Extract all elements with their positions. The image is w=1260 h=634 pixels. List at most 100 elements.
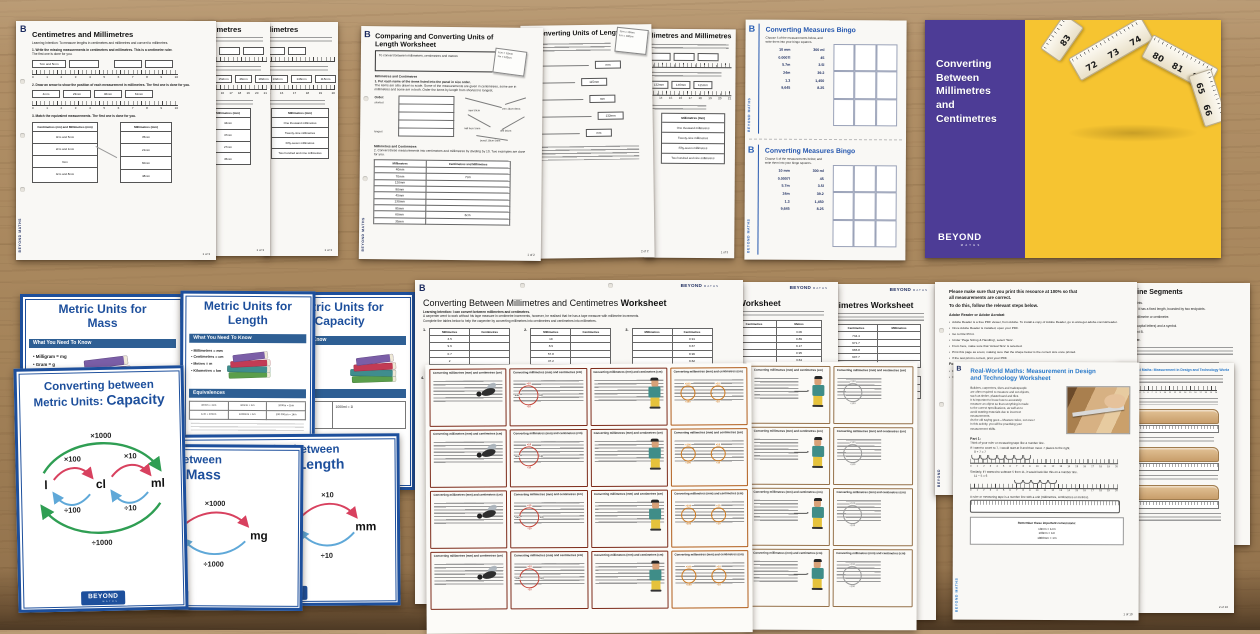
text-block <box>195 66 262 72</box>
ruler-number: 20 <box>331 90 335 95</box>
sticky-note: 1cm = 10mm 1m = 100cm <box>614 26 649 56</box>
number: 15 <box>1189 391 1192 394</box>
matching-table-header: Millimetres (mm) <box>662 114 725 124</box>
poster-bar: Equivalences <box>188 388 307 398</box>
svg-text:÷100: ÷100 <box>64 505 81 514</box>
matching-area: Centimetres (cm) and Millimetres (mm) 3c… <box>32 121 208 183</box>
page-title-fragment: s Worksheet <box>731 298 781 308</box>
card-title: Converting millimetres (mm) and centimet… <box>673 430 743 435</box>
item-drawings: saw 50cm pen 14cm 8mm nail 6cm 5mm drill… <box>462 96 528 143</box>
order-table <box>398 95 455 142</box>
bingo-measurement: 39.2 <box>816 191 824 196</box>
table-cell: 35mm <box>374 218 426 226</box>
svg-text:cl: cl <box>96 477 106 491</box>
challenge-card: Converting millimetres (mm) and centimet… <box>590 428 668 487</box>
fly-icon <box>477 564 502 581</box>
conversion-loop-icon: ×10 ÷10 mm cm <box>515 443 544 470</box>
svg-text:ml: ml <box>151 476 165 490</box>
bingo-grid-cell <box>833 98 855 127</box>
bingo-measurement: 9,645 <box>780 206 790 211</box>
bingo-measurement: 1,450 <box>815 78 825 83</box>
card-title: Converting millimetres (mm) and centimet… <box>593 430 663 435</box>
bingo-measurement: 24m <box>783 70 791 75</box>
conversion-loop-icon: ×10 ÷10 mm cm <box>514 382 543 409</box>
matching-table-row: 27mm <box>206 142 250 154</box>
card-title: Converting millimetres (mm) and centimet… <box>514 553 584 558</box>
double-conversion-loop-icon: ×100 ÷100 ×10 ÷10 <box>678 564 734 589</box>
table-cell <box>732 335 777 343</box>
ruler-number: 10 <box>174 75 178 80</box>
beyond-vertical-brand: BEYOND MATHS <box>17 217 22 252</box>
bullet-item: Print this page as a test, making sure t… <box>949 350 1129 355</box>
card-title: Converting millimetres (mm) and centimet… <box>673 369 743 374</box>
table-cell <box>571 350 612 358</box>
matching-table-row: 6cm <box>33 156 97 169</box>
item-label: saw 50cm <box>468 108 481 112</box>
bingo-measurement: 9,645 <box>781 85 791 90</box>
equivalence-cell: 100cm = 1m <box>228 401 268 411</box>
svg-text:×10: ×10 <box>124 451 137 460</box>
ruler-number: 8 <box>146 106 148 111</box>
poster-bar: What You Need To Know <box>189 333 307 343</box>
svg-text:×100: ×100 <box>64 454 81 463</box>
item-label: pencil 18cm 5mm <box>480 138 501 143</box>
measurement-box: 61mm <box>125 89 153 98</box>
card-title: Converting millimetres (mm) and centimet… <box>753 367 824 372</box>
cover-title-line: Centimetres <box>936 112 997 125</box>
challenge-card: Converting millimetres (mm) and centimet… <box>750 426 831 485</box>
longest-label: longest <box>374 130 383 134</box>
page-title-fragment: llimetres <box>267 25 299 34</box>
bullet-list: Adobe Reader is a free PDF viewer, from … <box>949 320 1129 361</box>
table-cell <box>878 346 921 354</box>
conversion-fact: 1000mm = 1m <box>1037 536 1057 541</box>
ruler-number: 19 <box>318 90 323 95</box>
bullet-item: Under 'Page Sizing & Handling', select '… <box>949 338 1129 343</box>
challenge-card: Converting millimetres (mm) and centimet… <box>670 489 749 548</box>
tape-number: 74 <box>1128 34 1144 49</box>
number: 10 <box>1035 464 1039 468</box>
number: 6 <box>1009 464 1011 468</box>
arrow-icon <box>794 390 808 392</box>
number: 9 <box>1159 391 1161 394</box>
card-text-block <box>544 563 584 586</box>
ruler-ticks <box>1123 386 1217 392</box>
ruler-number: 18 <box>698 96 702 101</box>
ruler-number: 14 <box>659 96 663 101</box>
table-cell: 3.06 <box>777 328 822 336</box>
ruler-number: 18 <box>305 90 310 95</box>
margin-rule <box>757 144 759 255</box>
order-area: Order: shortest longest saw 50cm pen 14c… <box>374 95 536 143</box>
text-block <box>1123 512 1221 523</box>
conversion-loop-icon: ×100 ÷100 <box>840 502 865 528</box>
tape-measure-segment: 65 66 <box>1188 68 1221 128</box>
item-rod <box>467 113 491 127</box>
card-title: Converting millimetres (mm) and centimet… <box>593 369 663 374</box>
number: 9 <box>1029 489 1031 493</box>
poster-title: Metric Units for Capacity <box>295 300 384 328</box>
card-text-block <box>543 380 583 403</box>
matching-table-row: 47mm <box>206 130 250 142</box>
ruler-ticks <box>32 69 178 75</box>
number: 18 <box>1099 489 1102 493</box>
card-title: Converting millimetres (mm) and centimet… <box>753 550 823 555</box>
fly-icon <box>477 503 501 520</box>
ruler-numbers: 0 1 2 3 4 5 6 7 8 9 10 <box>32 75 178 79</box>
hole-punch <box>363 96 368 101</box>
poster-bullet: • Milligram = mg <box>33 353 67 359</box>
number: 13 <box>1179 391 1182 394</box>
ruler-number: 1 <box>46 75 48 80</box>
print-warning-line: Please make sure that you print this res… <box>949 289 1078 294</box>
tape-number: 83 <box>1058 33 1074 49</box>
measurement-boxes: 4mm 23mm 46mm 61mm <box>32 89 208 98</box>
card-title: Converting millimetres (mm) and centimet… <box>753 489 823 494</box>
section-heading: Adobe Reader or Adobe Acrobat <box>949 313 1005 318</box>
challenge-card: Converting millimetres (mm) and centimet… <box>510 551 589 610</box>
conversion-diagram-capacity: l cl ml ×1000 ×100 ×10 ÷100 ÷10 ÷1000 <box>40 431 165 547</box>
number: 7 <box>1151 391 1153 394</box>
number: 11 <box>1043 489 1047 493</box>
number: 8 <box>1022 489 1024 493</box>
number: 14 <box>1067 489 1071 493</box>
item-label: pen 14cm 8mm <box>502 107 521 111</box>
